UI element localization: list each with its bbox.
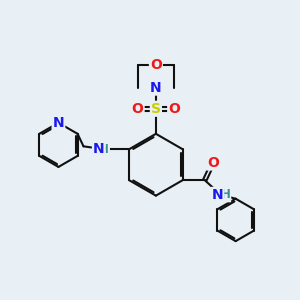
Text: H: H <box>220 188 230 201</box>
Text: N: N <box>212 188 223 202</box>
Text: O: O <box>132 102 144 116</box>
Text: O: O <box>207 155 219 170</box>
Text: O: O <box>150 58 162 73</box>
Text: N: N <box>93 142 105 156</box>
Text: H: H <box>99 143 109 156</box>
Text: O: O <box>168 102 180 116</box>
Text: N: N <box>52 116 64 130</box>
Text: S: S <box>151 102 161 116</box>
Text: N: N <box>150 81 162 94</box>
